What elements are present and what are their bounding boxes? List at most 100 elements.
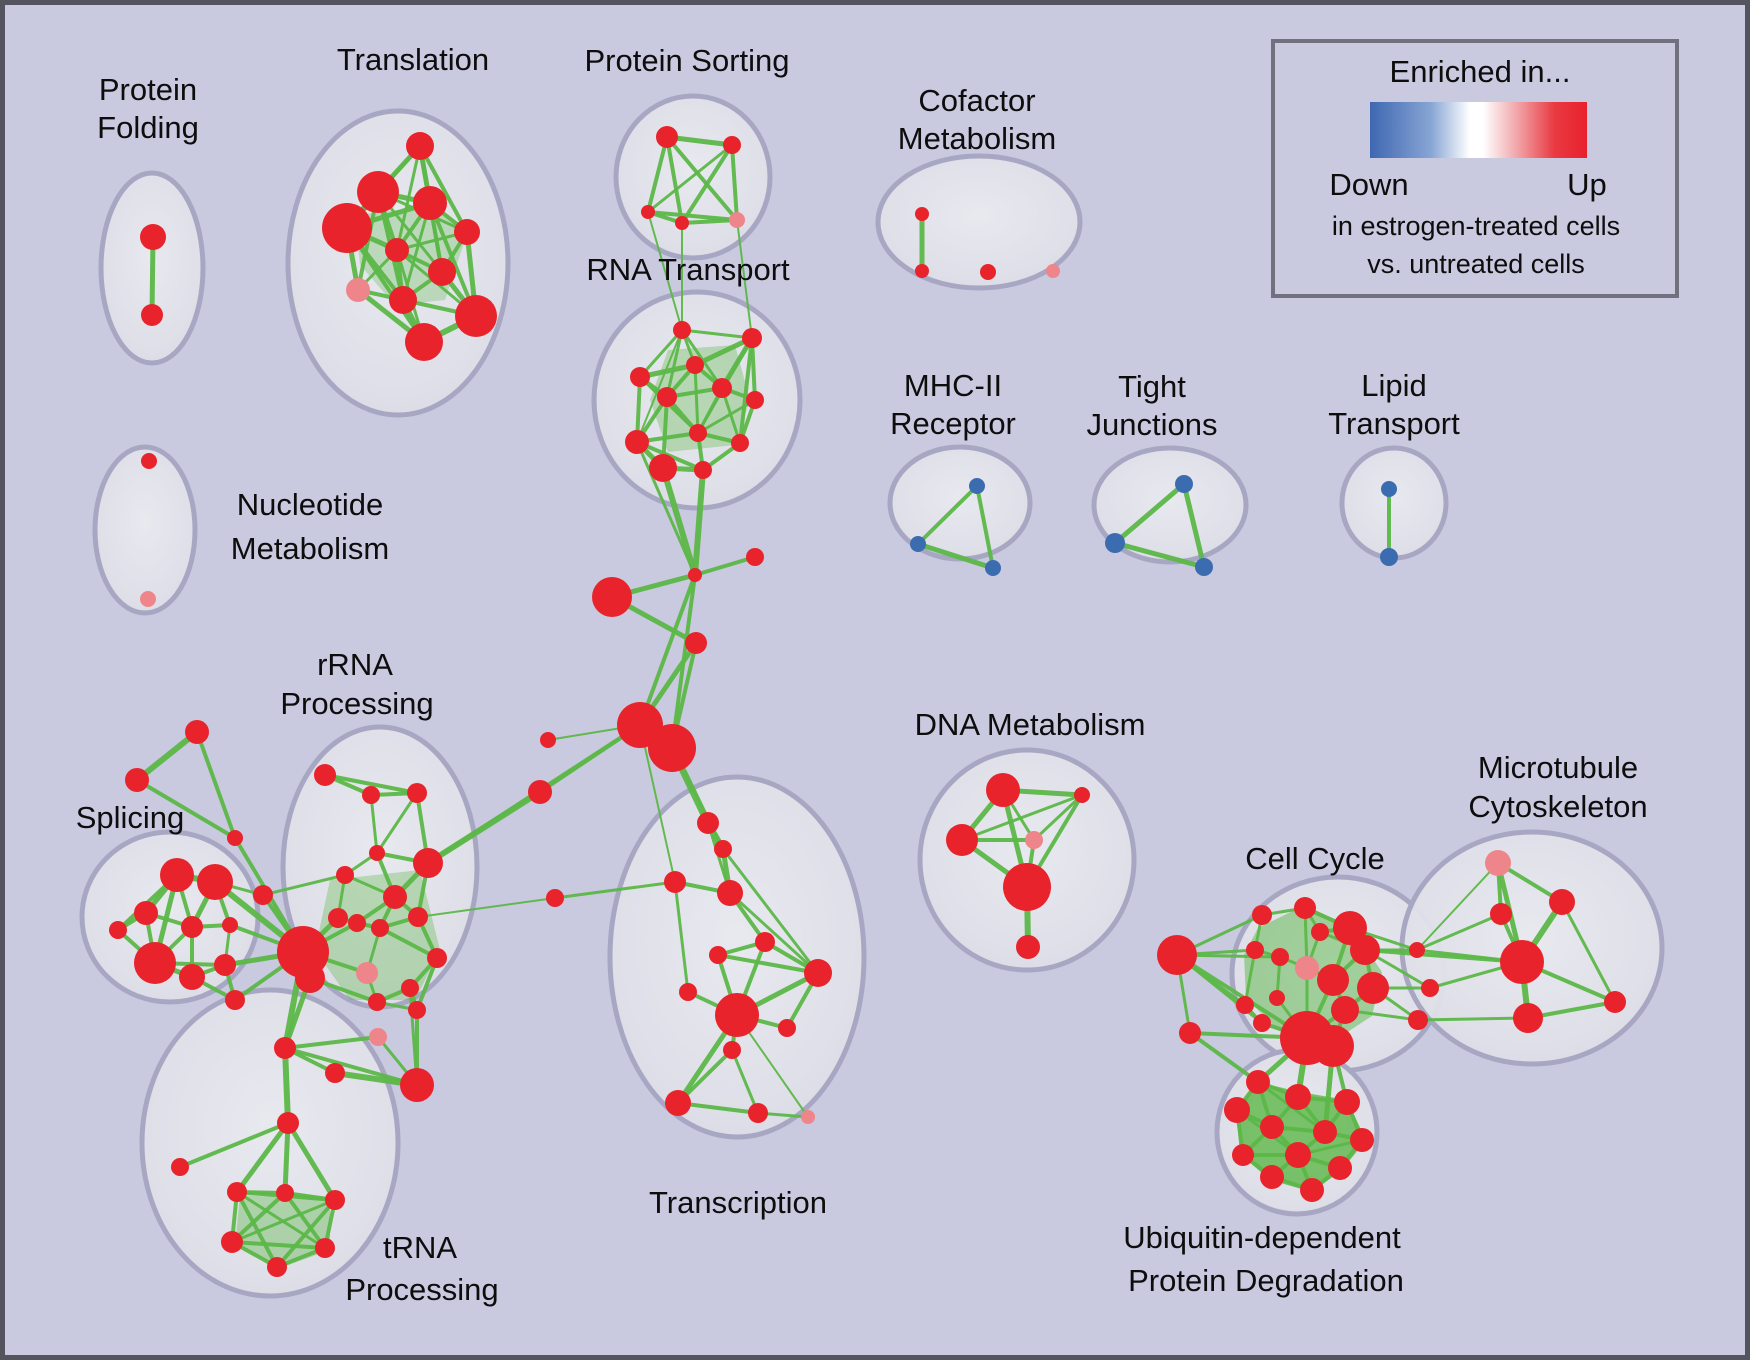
graph-node-134 [1409,942,1425,958]
graph-node-129 [1253,1014,1271,1032]
graph-node-62 [214,954,236,976]
graph-node-92 [325,1190,345,1210]
graph-edge [680,218,739,225]
graph-node-133 [1312,1025,1354,1067]
graph-node-144 [1246,1070,1270,1094]
graph-edge [736,219,753,339]
graph-edge [696,398,757,435]
graph-node-50 [540,732,556,748]
graph-node-39 [1195,558,1213,576]
graph-edge [1032,793,1084,842]
graph-node-95 [267,1257,287,1277]
graph-node-87 [369,1028,387,1046]
graph-edge [676,1101,760,1115]
graph-edge [378,926,439,960]
graph-node-76 [427,948,447,968]
graph-node-126 [1350,935,1380,965]
graph-nodes [109,126,1626,1277]
graph-node-46 [592,577,632,617]
graph-node-59 [222,917,238,933]
graph-node-68 [369,845,385,861]
graph-edge [638,573,697,727]
graph-edge [721,847,820,975]
cluster-label-splicing: Splicing [76,800,185,835]
graph-node-56 [197,864,233,900]
graph-edge [282,1045,291,1126]
cluster-label-lipid-transport: Lipid [1361,368,1427,403]
graph-edge [1416,862,1499,951]
graph-edge [716,953,820,975]
graph-node-47 [685,632,707,654]
graph-node-69 [336,866,354,884]
cluster-label-microtubule-cytoskeleton: Microtubule [1478,750,1638,785]
graph-node-100 [664,871,686,893]
graph-node-34 [969,478,985,494]
graph-edge [418,144,469,234]
graph-node-90 [227,1182,247,1202]
legend-caption-line2: vs. untreated cells [1367,249,1585,279]
graph-edge [285,1120,338,1203]
graph-node-128 [1236,996,1254,1014]
graph-node-150 [1350,1128,1374,1152]
graph-edge [693,555,757,577]
graph-node-110 [801,1110,815,1124]
graph-node-20 [686,356,704,374]
graph-node-18 [673,321,691,339]
graph-node-141 [1500,940,1544,984]
graph-node-99 [717,880,743,906]
cluster-label-translation: Translation [337,42,489,77]
graph-node-147 [1224,1097,1250,1123]
graph-node-139 [1549,889,1575,915]
graph-node-94 [315,1238,335,1258]
graph-edge [135,778,237,840]
cluster-label-transcription: Transcription [649,1185,827,1220]
graph-edge [283,1191,327,1250]
graph-node-103 [804,959,832,987]
graph-edge [960,793,1084,842]
graph-node-78 [368,993,386,1011]
graph-node-91 [276,1184,294,1202]
graph-node-115 [1003,863,1051,911]
graph-node-153 [1328,1156,1352,1180]
graph-node-88 [277,1112,299,1134]
graph-edge [665,135,684,225]
cluster-label-tight-junctions: Junctions [1087,407,1218,442]
graph-node-37 [1175,475,1193,493]
graph-node-142 [1513,1003,1543,1033]
graph-node-8 [428,258,456,286]
graph-node-104 [679,983,697,1001]
legend-title: Enriched in... [1390,54,1571,89]
graph-node-30 [915,207,929,221]
cluster-label-mhc-ii-receptor: Receptor [890,406,1016,441]
graph-node-123 [1271,948,1289,966]
graph-node-77 [401,979,419,997]
graph-node-33 [1046,264,1060,278]
cluster-label-trna-processing: Processing [345,1272,498,1307]
graph-edge [680,328,754,340]
graph-node-54 [227,830,243,846]
graph-node-21 [630,367,650,387]
cluster-label-ubiquitin-degradation: Protein Degradation [1128,1263,1404,1298]
graph-edge [1416,1016,1530,1022]
graph-edge [195,730,237,840]
graph-edge [235,1190,327,1250]
graph-edge [283,1035,380,1050]
cluster-ellipse-tight-junctions [1091,445,1249,565]
graph-node-31 [915,264,929,278]
cluster-label-cell-cycle: Cell Cycle [1245,841,1385,876]
graph-node-102 [709,946,727,964]
graph-node-3 [357,171,399,213]
graph-edge [680,143,734,225]
graph-edge [235,1190,279,1269]
graph-edge [230,1191,287,1244]
graph-edge [638,328,684,379]
graph-node-42 [141,453,157,469]
graph-node-13 [656,126,678,148]
graph-node-36 [985,560,1001,576]
graph-edge [646,135,669,214]
graph-node-127 [1357,972,1389,1004]
cluster-label-cofactor-metabolism: Metabolism [898,121,1057,156]
graph-edge [647,211,683,331]
